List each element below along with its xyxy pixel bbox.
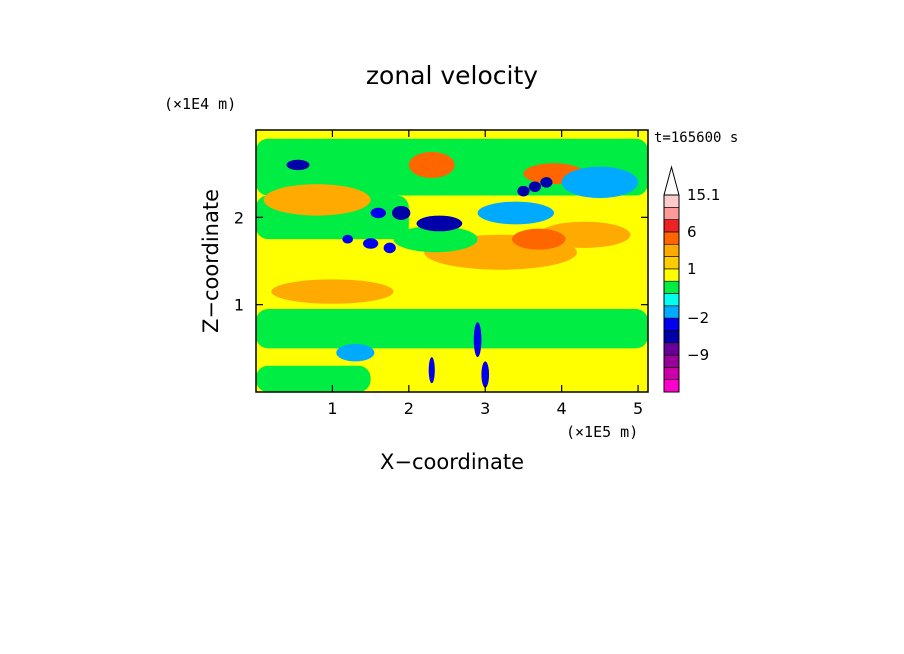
field-blob-14 — [336, 343, 375, 362]
field-blob-24 — [528, 181, 542, 193]
time-label: t=165600 s — [654, 130, 738, 146]
field-blob-11 — [511, 228, 566, 250]
field-blob-5 — [263, 184, 371, 216]
colorbar-swatch — [663, 293, 680, 307]
colorbar-swatch — [663, 367, 680, 380]
field-blob-15 — [393, 226, 478, 253]
x-tick-label: 1 — [327, 399, 337, 418]
field-band-4 — [256, 365, 371, 392]
colorbar-swatch — [663, 231, 680, 245]
field-blob-25 — [540, 177, 553, 188]
colorbar-swatch — [663, 354, 680, 368]
colorbar-swatch — [663, 330, 680, 344]
field-blob-20 — [362, 238, 379, 249]
colorbar-swatch — [663, 379, 680, 393]
colorbar-swatch — [663, 219, 680, 233]
x-tick-label: 5 — [633, 399, 643, 418]
colorbar-tick-label: −2 — [687, 309, 709, 327]
colorbar-tick-label: 6 — [687, 223, 697, 241]
colorbar-swatch — [663, 317, 680, 331]
y-tick-label: 2 — [234, 208, 244, 227]
y-axis-label: Z−coordinate — [199, 189, 223, 333]
field-band-3 — [256, 309, 648, 349]
colorbar-frame — [663, 194, 680, 393]
field-blob-18 — [392, 205, 411, 220]
field-blob-21 — [383, 242, 396, 254]
x-tick-label: 3 — [480, 399, 490, 418]
x-tick-label: 4 — [557, 399, 567, 418]
colorbar-swatch — [663, 305, 680, 319]
field-blob-26 — [428, 357, 435, 384]
colorbar-swatch — [663, 256, 680, 270]
field-blob-27 — [473, 322, 482, 358]
axes: 1 2 3 4 5 1 2 — [234, 130, 648, 418]
y-scale-label: (×1E4 m) — [164, 95, 236, 113]
y-tick-label: 1 — [234, 296, 244, 315]
colorbar: 15.1 6 1 −2 −9 — [663, 165, 720, 393]
field-blob-9 — [408, 151, 455, 179]
colorbar-swatch — [663, 243, 680, 257]
colorbar-tick-label: 1 — [687, 260, 697, 278]
x-tick-label: 2 — [404, 399, 414, 418]
colorbar-swatch — [663, 280, 680, 294]
colorbar-tick-label: 15.1 — [687, 186, 720, 204]
colorbar-tick-label: −9 — [687, 346, 709, 364]
field-blob-17 — [416, 215, 463, 232]
chart-title: zonal velocity — [366, 61, 538, 90]
x-scale-label: (×1E5 m) — [566, 423, 638, 441]
field-blob-16 — [286, 159, 310, 171]
velocity-field — [256, 130, 648, 392]
field-blob-19 — [370, 207, 386, 219]
colorbar-arrow — [663, 165, 680, 196]
field-blob-12 — [561, 166, 639, 199]
plot-frame — [255, 129, 649, 393]
colorbar-swatch — [663, 207, 680, 220]
field-blob-6 — [271, 279, 394, 304]
colorbar-swatch — [663, 268, 680, 282]
x-axis-label: X−coordinate — [380, 450, 524, 474]
colorbar-swatch — [663, 342, 680, 356]
field-blob-28 — [481, 361, 490, 388]
field-blob-23 — [517, 185, 530, 197]
field-blob-22 — [342, 234, 354, 244]
field-blob-13 — [477, 201, 555, 225]
colorbar-swatch — [663, 194, 680, 208]
